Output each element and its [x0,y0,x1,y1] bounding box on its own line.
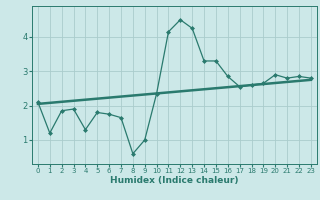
X-axis label: Humidex (Indice chaleur): Humidex (Indice chaleur) [110,176,239,185]
